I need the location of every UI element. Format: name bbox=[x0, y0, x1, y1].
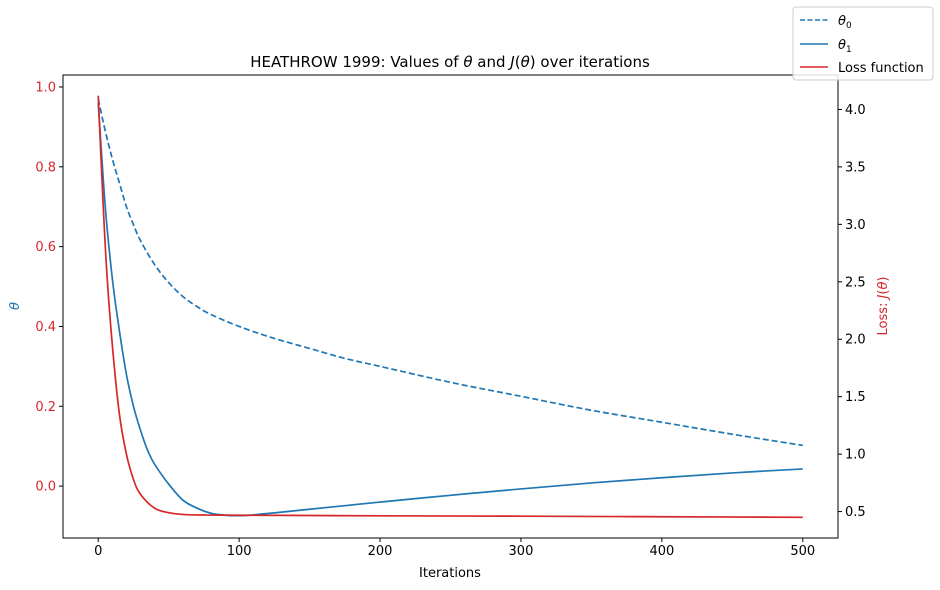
legend-box bbox=[792, 6, 934, 81]
y-right-axis-label: Loss: J(θ) bbox=[876, 277, 891, 336]
series-theta1-line bbox=[97, 102, 803, 517]
chart-title: HEATHROW 1999: Values of θ and J(θ) over… bbox=[250, 53, 650, 71]
plot-frame bbox=[62, 74, 839, 539]
y-right-tick-label: 1.0 bbox=[845, 448, 866, 463]
y-right-tick-label: 1.5 bbox=[845, 390, 866, 405]
x-tick-label: 300 bbox=[509, 544, 534, 559]
legend-label-loss: Loss function bbox=[838, 61, 924, 76]
y-right-tick-label: 0.5 bbox=[845, 505, 866, 520]
y-left-tick-label: 0.6 bbox=[35, 240, 56, 255]
legend-label-theta0: θ0 bbox=[838, 14, 852, 31]
y-left-tick-label: 0.0 bbox=[35, 480, 56, 495]
y-left-tick-label: 0.4 bbox=[35, 320, 56, 335]
x-tick-label: 200 bbox=[368, 544, 393, 559]
series-loss-line bbox=[97, 95, 803, 519]
legend-label-theta1: θ1 bbox=[838, 38, 852, 55]
series-theta0-line bbox=[97, 98, 803, 447]
x-tick-label: 0 bbox=[94, 544, 102, 559]
y-left-tick-label: 1.0 bbox=[35, 80, 56, 95]
y-left-axis-ticks: 0.0 0.2 0.4 0.6 0.8 1.0 bbox=[35, 80, 63, 495]
x-tick-label: 500 bbox=[790, 544, 815, 559]
y-right-tick-label: 3.5 bbox=[845, 160, 866, 175]
x-tick-label: 100 bbox=[227, 544, 252, 559]
y-right-axis-ticks: 0.5 1.0 1.5 2.0 2.5 3.0 3.5 4.0 bbox=[838, 103, 866, 520]
x-axis-label: Iterations bbox=[419, 566, 481, 581]
y-left-axis-label: θ bbox=[8, 302, 23, 310]
y-right-tick-label: 3.0 bbox=[845, 218, 866, 233]
y-right-tick-label: 4.0 bbox=[845, 103, 866, 118]
x-axis-ticks: 0 100 200 300 400 500 bbox=[94, 538, 815, 559]
y-right-tick-label: 2.0 bbox=[845, 333, 866, 348]
series-layer bbox=[97, 95, 803, 519]
x-tick-label: 400 bbox=[649, 544, 674, 559]
legend: θ0 θ1 Loss function bbox=[792, 6, 934, 81]
y-right-tick-label: 2.5 bbox=[845, 275, 866, 290]
y-left-tick-label: 0.2 bbox=[35, 400, 56, 415]
y-left-tick-label: 0.8 bbox=[35, 160, 56, 175]
